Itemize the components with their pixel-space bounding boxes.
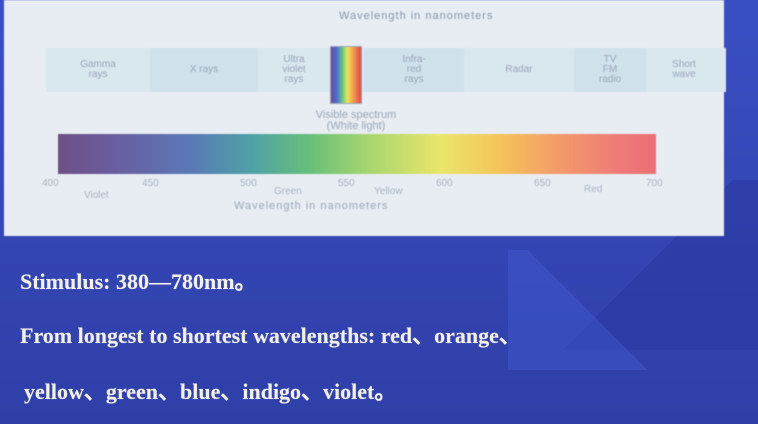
- band-short-wave: Short wave: [646, 48, 722, 92]
- tick-label: 650: [534, 178, 551, 189]
- visible-spectrum-bar: [58, 134, 656, 174]
- top-axis-title: Wavelength in nanometers: [339, 10, 493, 22]
- color-order-text: yellow、green、blue、indigo、violet。: [24, 374, 396, 406]
- background-decoration-2: [508, 250, 668, 370]
- spectrum-figure: Wavelength in nanometers Gamma rays X ra…: [4, 0, 724, 236]
- visible-light-slice: [330, 46, 362, 104]
- color-name-red: Red: [584, 184, 602, 195]
- color-name-yellow: Yellow: [374, 186, 403, 197]
- tick-label: 450: [142, 178, 159, 189]
- band-ultraviolet: Ultra violet rays: [258, 48, 330, 92]
- color-name-violet: Violet: [84, 190, 109, 201]
- tick-label: 700: [646, 178, 663, 189]
- tick-label: 550: [338, 178, 355, 189]
- tick-label: 500: [240, 178, 257, 189]
- bottom-tick-labels: 400 450 500 550 600 650 700 Violet Green…: [4, 178, 724, 192]
- tick-label: 600: [436, 178, 453, 189]
- electromagnetic-bands: Gamma rays X rays Ultra violet rays Infr…: [46, 48, 726, 92]
- band-infrared: Infra- red rays: [364, 48, 464, 92]
- color-name-green: Green: [274, 186, 302, 197]
- band-x-rays: X rays: [150, 48, 258, 92]
- band-gamma-rays: Gamma rays: [46, 48, 150, 92]
- visible-spectrum-label: Visible spectrum (White light): [266, 110, 446, 132]
- band-radar: Radar: [464, 48, 574, 92]
- tick-label: 400: [42, 178, 59, 189]
- stimulus-range-text: Stimulus: 380—780nm。: [20, 264, 257, 296]
- bottom-axis-title: Wavelength in nanometers: [234, 200, 388, 212]
- wavelength-order-text: From longest to shortest wavelengths: re…: [20, 318, 521, 350]
- band-tv-fm-radio: TV FM radio: [574, 48, 646, 92]
